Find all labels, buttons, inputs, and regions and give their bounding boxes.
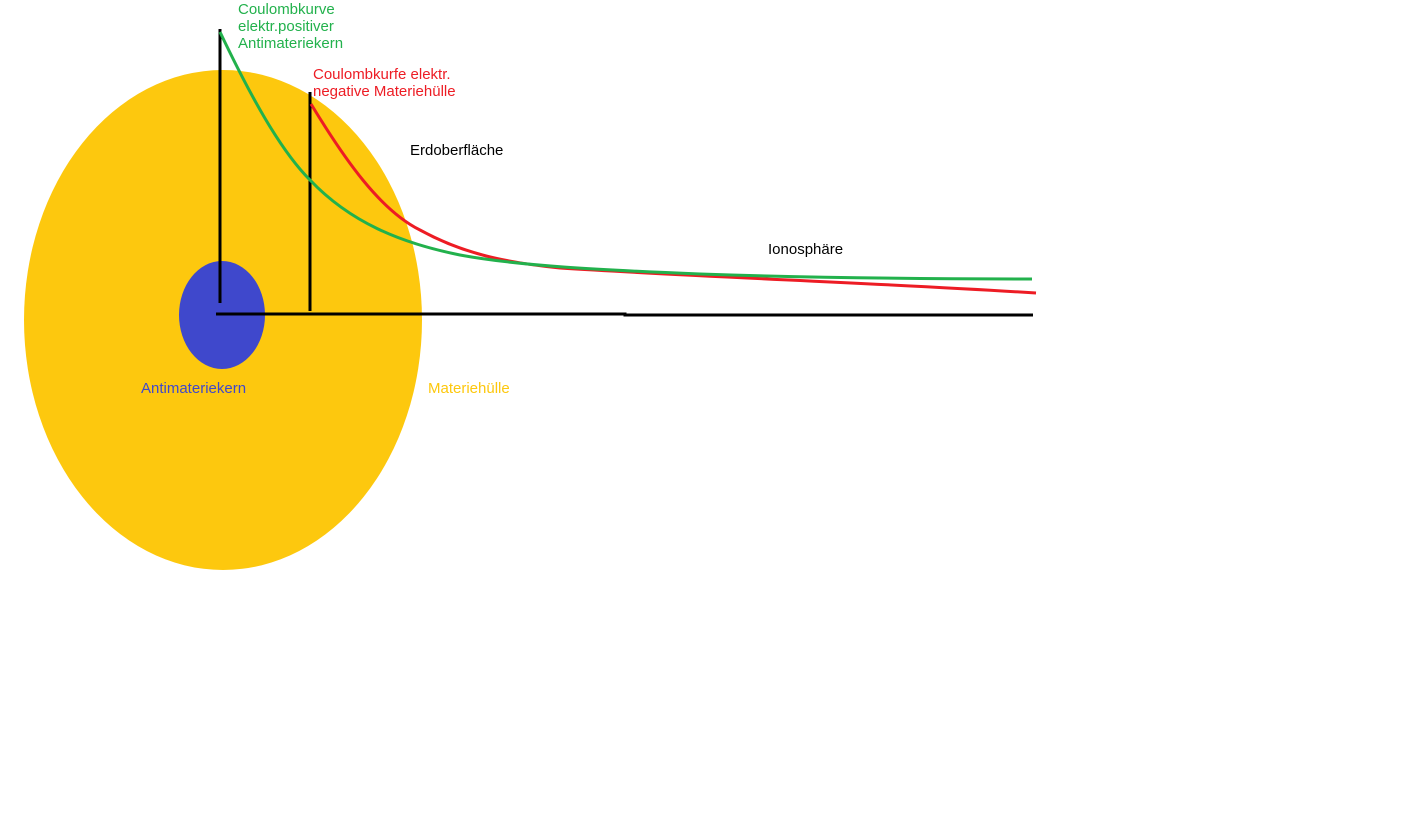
- positive-coulomb-curve: [218, 31, 1033, 281]
- positive-curve-label-line-3: Antimateriekern: [238, 35, 344, 52]
- core-label: Antimateriekern: [141, 380, 247, 397]
- shell-label: Materiehülle: [428, 380, 510, 397]
- positive-curve-label: Coulombkurve elektr.positiver Antimateri…: [238, 1, 343, 52]
- horizontal-axis: [216, 312, 1033, 317]
- negative-curve-label-line-2: negative Materiehülle: [313, 83, 456, 100]
- positive-curve-label-line-1: Coulombkurve: [238, 1, 335, 18]
- negative-curve-label-line-1: Coulombkurfe elektr.: [313, 66, 451, 83]
- positive-curve-label-line-2: elektr.positiver: [238, 18, 334, 35]
- negative-curve-label: Coulombkurfe elektr. negative Materiehül…: [313, 66, 456, 100]
- ionosphere-label: Ionosphäre: [768, 241, 844, 258]
- surface-label: Erdoberfläche: [410, 142, 504, 159]
- negative-coulomb-curve: [309, 103, 1037, 295]
